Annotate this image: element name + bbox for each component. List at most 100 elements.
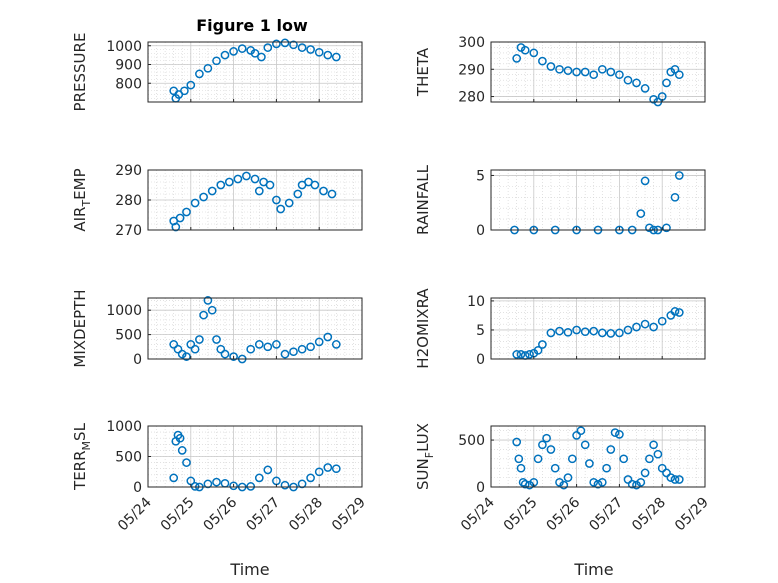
data-point [212,56,221,66]
data-point [662,468,671,478]
data-point [623,75,633,85]
y-tick-label: 290 [115,163,142,179]
y-axis-label-subscript: T [80,200,93,208]
x-tick-label: 05/26 [201,494,241,534]
data-point [563,66,573,75]
data-point [289,347,298,357]
data-point [538,340,547,349]
data-point [254,473,264,483]
data-point [280,480,290,490]
y-axis-label-main: AIR [71,207,89,232]
data-point [254,340,264,349]
data-point [516,350,526,359]
y-tick-label: 10 [467,294,485,310]
data-point [207,305,217,315]
data-point [203,296,213,305]
y-axis-label: MIXDEPTH [71,289,89,367]
data-point [306,45,315,54]
y-axis-label: H2OMIXRA [414,288,432,369]
data-point [190,344,200,354]
data-point [525,480,534,490]
data-point [670,192,680,202]
data-point [284,198,294,208]
data-point [306,342,315,352]
data-point [525,350,534,359]
data-point [640,176,650,186]
data-point [272,340,281,349]
data-point [597,328,607,338]
data-point [169,340,179,349]
y-axis-label-tail: EMP [71,168,89,199]
x-tick-label: 05/29 [672,495,712,535]
y-tick-label: 0 [476,480,485,496]
data-point [207,186,217,196]
data-point [182,352,191,361]
y-axis-label-main: H2OMIXRA [414,288,432,369]
axes-frame [490,41,706,103]
data-point [533,454,543,464]
axes-frame [147,297,363,360]
y-tick-label: 5 [476,168,485,184]
data-point [250,174,260,184]
axes-frame [490,297,706,360]
data-point [563,327,573,337]
axes-frame [490,425,706,488]
data-point [233,174,243,184]
data-point [572,67,581,77]
subplot-2: 270 280 290 AIRTEMP [71,163,363,239]
x-tick-label: 05/25 [158,495,198,535]
data-point [589,70,599,80]
data-point [555,477,564,487]
data-point [649,440,658,450]
data-point [555,326,564,336]
data-point [276,204,286,214]
data-point [636,477,646,487]
data-point [623,325,633,335]
y-tick-label: 0 [133,480,142,496]
data-point [203,63,213,73]
data-point [220,349,230,359]
data-point [580,440,590,450]
subplot-1: 280 290 300 THETA [414,35,706,107]
data-point [229,481,238,491]
data-point [666,473,676,482]
data-point [632,78,641,88]
data-point [670,307,680,316]
data-point [670,475,680,484]
y-axis-label-main: PRESSURE [71,33,89,112]
data-point [199,192,208,202]
y-axis-label: TERRMSL [71,422,93,491]
plot-area [491,170,705,230]
data-point [559,480,569,490]
y-axis-label: SUNFLUX [414,423,436,490]
y-axis-label-main: MIXDEPTH [71,289,89,367]
x-axis-label-right: Time [573,560,613,579]
data-point [640,468,650,478]
x-tick-label: 05/28 [286,495,326,535]
data-point [186,80,196,90]
data-point [593,479,603,489]
data-point [224,177,234,187]
data-point [250,48,260,58]
data-point [649,322,658,332]
y-tick-label: 280 [115,193,142,209]
data-point [237,44,247,53]
data-point [310,180,320,190]
data-point [563,473,573,482]
data-point [263,43,273,52]
data-point [242,171,251,181]
x-tick-label: 05/24 [458,494,498,534]
data-point [182,207,191,217]
data-point [169,473,179,483]
data-point [263,342,273,352]
data-point [589,477,599,487]
data-point [512,350,522,359]
data-point [542,433,551,443]
data-point [190,482,200,491]
data-point [653,449,663,459]
y-axis-label-main: THETA [414,47,432,97]
data-point [173,344,183,354]
data-point [674,308,684,317]
data-point [280,349,290,359]
